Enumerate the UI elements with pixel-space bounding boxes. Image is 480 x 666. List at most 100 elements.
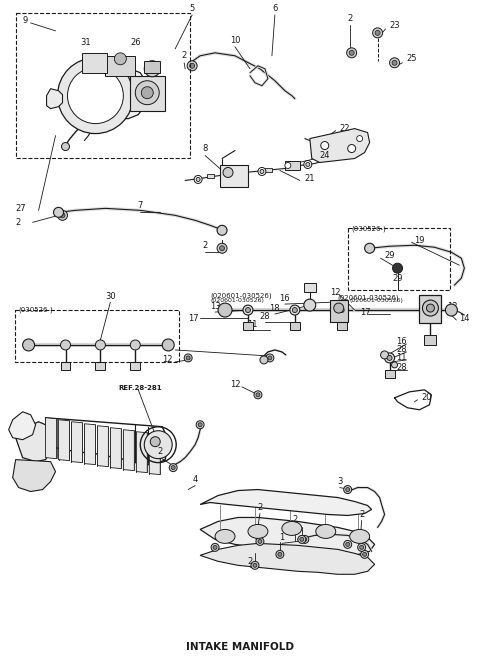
Text: 6: 6 [272, 5, 277, 13]
Circle shape [298, 535, 306, 543]
Circle shape [300, 537, 304, 541]
Text: 12: 12 [230, 380, 240, 390]
Text: 16: 16 [279, 294, 290, 302]
Bar [237, 171, 244, 175]
Circle shape [171, 466, 175, 470]
Text: 2: 2 [203, 240, 208, 250]
Circle shape [58, 58, 133, 134]
Text: 18: 18 [270, 304, 280, 312]
Ellipse shape [282, 521, 302, 535]
Circle shape [213, 545, 217, 549]
Text: 30: 30 [105, 292, 116, 300]
Circle shape [360, 550, 369, 558]
Text: 10: 10 [230, 37, 240, 45]
Circle shape [218, 303, 232, 317]
Circle shape [426, 304, 434, 312]
Circle shape [276, 550, 284, 558]
Text: 29: 29 [384, 250, 395, 260]
Bar [130, 76, 165, 111]
Polygon shape [136, 432, 147, 473]
Circle shape [336, 305, 347, 315]
Circle shape [196, 177, 200, 181]
Bar [16, 13, 190, 158]
Circle shape [54, 207, 63, 217]
Bar [15, 310, 179, 362]
Ellipse shape [215, 529, 235, 543]
Polygon shape [200, 517, 374, 555]
Text: 24: 24 [320, 151, 330, 160]
Circle shape [290, 305, 300, 315]
Circle shape [285, 163, 291, 168]
Circle shape [346, 542, 350, 546]
Text: 19: 19 [415, 236, 425, 245]
Circle shape [144, 61, 160, 77]
Bar [96, 362, 106, 370]
Circle shape [393, 263, 403, 273]
Bar [424, 335, 436, 345]
Circle shape [258, 539, 262, 543]
Circle shape [114, 53, 126, 65]
Text: 2: 2 [257, 503, 263, 512]
Bar [336, 322, 347, 330]
Circle shape [339, 308, 344, 312]
Text: 14: 14 [459, 314, 470, 322]
Bar [207, 174, 214, 178]
Circle shape [344, 486, 352, 494]
Circle shape [306, 163, 310, 166]
Bar [304, 283, 316, 292]
Polygon shape [200, 543, 374, 574]
Polygon shape [84, 424, 96, 465]
Bar [243, 322, 253, 330]
Circle shape [96, 340, 106, 350]
Ellipse shape [316, 524, 336, 538]
Text: 2: 2 [181, 51, 187, 61]
Text: 3: 3 [337, 477, 342, 486]
Text: (020601-030526): (020601-030526) [210, 293, 272, 299]
Circle shape [344, 540, 352, 548]
Polygon shape [12, 460, 56, 492]
Text: 12: 12 [447, 302, 458, 310]
Polygon shape [97, 426, 108, 467]
Bar [384, 370, 395, 378]
Text: 2: 2 [16, 218, 21, 227]
Circle shape [357, 136, 363, 142]
Text: 12: 12 [162, 356, 173, 364]
Circle shape [360, 545, 364, 549]
Circle shape [253, 563, 257, 567]
Ellipse shape [350, 529, 370, 543]
Circle shape [58, 210, 68, 220]
Circle shape [150, 437, 160, 447]
Circle shape [256, 393, 260, 397]
Text: 22: 22 [340, 124, 350, 133]
Circle shape [258, 167, 266, 175]
Bar [348, 228, 450, 290]
Text: 2: 2 [347, 15, 352, 23]
Bar [220, 165, 248, 187]
Circle shape [347, 48, 357, 58]
Bar [285, 161, 300, 170]
Circle shape [198, 423, 202, 427]
Text: 13: 13 [210, 302, 220, 310]
Circle shape [217, 225, 227, 235]
Text: 1: 1 [279, 533, 285, 542]
Circle shape [392, 362, 397, 368]
Text: (030526-): (030526-) [19, 307, 53, 313]
Text: 11: 11 [396, 354, 407, 362]
Bar [130, 362, 140, 370]
Circle shape [390, 58, 399, 68]
Circle shape [135, 81, 159, 105]
Bar [265, 168, 272, 172]
Text: 27: 27 [16, 204, 26, 213]
Polygon shape [72, 422, 83, 463]
Bar [60, 362, 71, 370]
Text: 7: 7 [138, 201, 143, 210]
Circle shape [162, 339, 174, 351]
Polygon shape [110, 428, 121, 469]
Circle shape [190, 63, 194, 69]
Polygon shape [59, 420, 70, 461]
Circle shape [445, 304, 457, 316]
Text: 12: 12 [330, 288, 340, 296]
Circle shape [194, 175, 202, 183]
Circle shape [60, 340, 71, 350]
Text: (020601-030526): (020601-030526) [338, 295, 399, 301]
